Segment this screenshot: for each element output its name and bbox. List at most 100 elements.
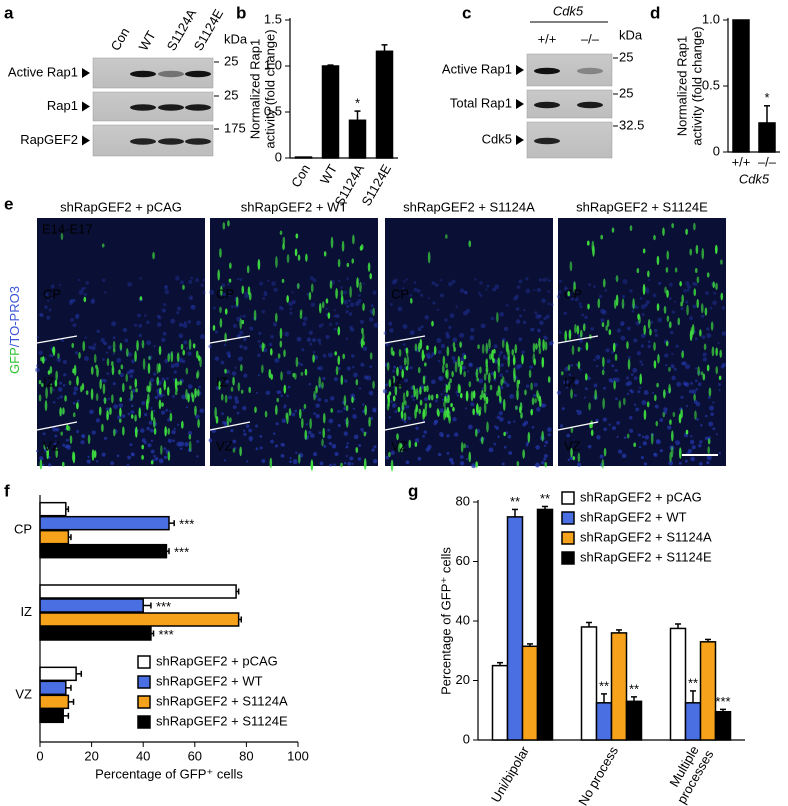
- gfp-cell: [228, 278, 232, 283]
- nucleus: [360, 427, 364, 432]
- nucleus: [718, 452, 722, 455]
- nucleus: [540, 461, 545, 465]
- nucleus: [184, 441, 189, 447]
- y-axis-label: activity (fold change): [689, 26, 704, 145]
- gfp-cell: [577, 346, 581, 352]
- gfp-cell: [708, 387, 712, 397]
- nucleus: [690, 434, 693, 438]
- gfp-cell: [41, 382, 44, 388]
- gfp-cell: [188, 440, 192, 452]
- gfp-cell: [182, 349, 186, 356]
- bar: [39, 694, 70, 710]
- nucleus: [668, 282, 673, 287]
- gfp-cell: [590, 429, 594, 437]
- gfp-cell: [192, 343, 196, 349]
- gfp-cell: [412, 385, 416, 390]
- gfp-cell: [421, 349, 425, 362]
- y-tick-label: 0.5: [264, 103, 282, 118]
- gfp-cell: [261, 364, 264, 374]
- gfp-cell: [392, 395, 396, 402]
- gfp-cell: [530, 408, 533, 416]
- gfp-cell: [681, 350, 684, 359]
- nucleus: [368, 390, 374, 396]
- nucleus: [576, 409, 582, 415]
- nucleus: [84, 286, 87, 289]
- bar: [669, 627, 687, 741]
- gfp-cell: [665, 267, 669, 273]
- gfp-cell: [637, 313, 640, 321]
- gfp-cell: [547, 376, 551, 383]
- bar: [39, 598, 144, 613]
- gfp-cell: [700, 371, 704, 376]
- gfp-cell: [539, 398, 542, 408]
- nucleus: [167, 418, 171, 422]
- nucleus: [416, 289, 421, 293]
- gfp-cell: [639, 373, 642, 385]
- nucleus: [265, 390, 271, 396]
- gfp-cell: [643, 324, 646, 335]
- nucleus: [601, 309, 607, 315]
- gfp-cell: [112, 340, 116, 351]
- gfp-cell: [139, 296, 143, 301]
- gfp-cell: [217, 269, 220, 281]
- nucleus: [208, 438, 213, 443]
- nucleus: [322, 353, 327, 358]
- gfp-cell: [49, 365, 53, 374]
- gfp-cell: [570, 447, 573, 458]
- nucleus: [545, 314, 550, 319]
- gfp-cell: [136, 339, 139, 352]
- nucleus: [199, 408, 205, 414]
- nucleus: [223, 343, 227, 347]
- bar: [625, 700, 643, 741]
- nucleus: [231, 371, 237, 376]
- gfp-cell: [286, 295, 289, 303]
- nucleus: [289, 457, 292, 460]
- nucleus: [593, 285, 596, 288]
- gfp-cell: [369, 352, 373, 360]
- gfp-cell: [322, 412, 326, 424]
- gfp-cell: [49, 383, 53, 395]
- nucleus: [157, 393, 160, 396]
- nucleus: [543, 335, 547, 339]
- gfp-cell: [614, 353, 618, 361]
- nucleus: [162, 394, 165, 397]
- nucleus: [36, 336, 39, 339]
- gfp-cell: [655, 420, 659, 427]
- nucleus: [302, 316, 308, 322]
- nucleus: [427, 444, 432, 450]
- nucleus: [455, 390, 459, 394]
- nucleus: [480, 323, 486, 329]
- nucleus: [322, 376, 326, 381]
- gfp-cell: [396, 366, 399, 377]
- nucleus: [165, 408, 169, 412]
- nucleus: [187, 351, 192, 356]
- gfp-cell: [153, 416, 156, 429]
- zone-label: IZ: [564, 374, 576, 389]
- nucleus: [665, 364, 668, 367]
- gfp-cell: [406, 390, 409, 398]
- gfp-cell: [541, 356, 545, 368]
- nucleus: [208, 344, 212, 349]
- gfp-cell: [270, 348, 273, 356]
- nucleus: [643, 390, 649, 395]
- gfp-cell: [125, 348, 129, 357]
- nucleus: [452, 337, 458, 343]
- gfp-cell: [71, 342, 75, 349]
- nucleus: [343, 462, 347, 465]
- stain-name: /TO-PRO3: [7, 286, 22, 347]
- micrograph: [558, 218, 726, 466]
- nucleus: [544, 336, 548, 340]
- nucleus: [388, 416, 392, 419]
- gfp-cell: [279, 230, 283, 235]
- gfp-cell: [414, 442, 418, 447]
- gfp-cell: [330, 236, 334, 249]
- nucleus: [569, 296, 575, 301]
- nucleus: [653, 328, 658, 333]
- nucleus: [709, 306, 713, 310]
- gfp-cell: [329, 280, 333, 289]
- gfp-cell: [444, 395, 447, 403]
- x-axis-label: Percentage of GFP⁺ cells: [95, 766, 243, 781]
- nucleus: [673, 367, 677, 371]
- nucleus: [405, 405, 410, 409]
- nucleus: [90, 300, 95, 305]
